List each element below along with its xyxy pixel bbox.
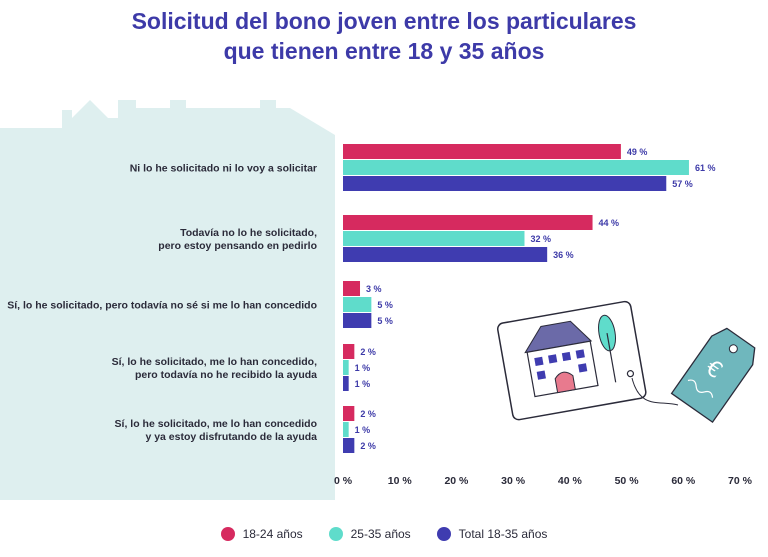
value-label-4-series-2: 1 % [355,363,371,373]
value-label-3-series-1: 3 % [366,284,382,294]
value-label-1-series-1: 49 % [627,147,648,157]
x-tick-label-30: 30 % [501,475,526,487]
legend-swatch [220,527,235,541]
bar-4-series-1 [343,344,355,359]
value-labels: 49 % 61 %57 % 44 % 32 %36 % 3 % 5 % 5 % 2 % 1 % 1… [355,147,716,451]
value-label-5-series-1: 2 % [360,409,376,419]
bar-4-series-2 [343,360,349,375]
bar-5-series-1 [343,406,355,421]
bar-1-series-1 [343,144,621,159]
legend-label: Total 18-35 años [458,527,548,541]
category-label-4-line-2: pero todavía no he recibido la ayuda [135,369,317,381]
legend-label: 25-35 años [350,527,411,541]
x-tick-label-50: 50 % [615,475,640,487]
category-label-5-line-2: y ya estoy disfrutando de la ayuda [145,431,317,443]
legend: 18-24 años 25-35 años Total 18-35 años [0,527,768,541]
value-label-3-series-3: 5 % [377,316,393,326]
value-label-5-series-2: 1 % [355,425,371,435]
bar-3-series-3 [343,313,372,328]
legend-item-total: Total 18-35 años [436,527,548,541]
bar-2-series-3 [343,247,548,262]
bar-3-series-1 [343,281,361,296]
x-tick-label-40: 40 % [558,475,583,487]
legend-item-18-24: 18-24 años [220,527,303,541]
bar-5-series-2 [343,422,349,437]
house-price-tag-euro-icon: € [496,300,756,424]
value-label-3-series-2: 5 % [377,300,393,310]
bar-4-series-3 [343,376,349,391]
value-label-4-series-1: 2 % [360,347,376,357]
category-labels: Ni lo he solicitado ni lo voy a solicita… [7,163,317,444]
x-axis-ticks: 0 % 10 % 20 % 30 % 40 % 50 % 60 % 70 % [334,475,753,487]
x-tick-label-70: 70 % [728,475,753,487]
chart-title-line-1: Solicitud del bono joven entre los parti… [131,8,637,34]
category-label-1-line-1: Ni lo he solicitado ni lo voy a solicita… [130,163,317,175]
value-label-2-series-1: 44 % [599,218,620,228]
category-label-5-line-1: Sí, lo he solicitado, me lo han concedid… [115,418,317,430]
bar-1-series-2 [343,160,689,175]
category-label-2-line-2: pero estoy pensando en pedirlo [158,240,317,252]
house-silhouette-background [0,100,335,500]
x-tick-label-60: 60 % [671,475,696,487]
x-tick-label-10: 10 % [388,475,413,487]
value-label-2-series-2: 32 % [530,234,551,244]
bar-1-series-3 [343,176,667,191]
value-label-2-series-3: 36 % [553,250,574,260]
bar-2-series-1 [343,215,593,230]
legend-label: 18-24 años [242,527,303,541]
chart-title: Solicitud del bono joven entre los parti… [0,6,768,66]
bar-chart: Ni lo he solicitado ni lo voy a solicita… [0,100,756,500]
legend-swatch [436,527,451,541]
x-tick-label-0: 0 % [334,475,353,487]
value-label-4-series-3: 1 % [355,379,371,389]
bar-5-series-3 [343,438,355,453]
category-label-2-line-1: Todavía no lo he solicitado, [180,227,317,239]
legend-swatch [328,527,343,541]
category-label-4-line-1: Sí, lo he solicitado, me lo han concedid… [112,356,317,368]
legend-item-25-35: 25-35 años [328,527,411,541]
value-label-5-series-3: 2 % [360,441,376,451]
bar-3-series-2 [343,297,372,312]
chart-title-line-2: que tienen entre 18 y 35 años [223,38,545,64]
value-label-1-series-2: 61 % [695,163,716,173]
x-tick-label-20: 20 % [444,475,469,487]
value-label-1-series-3: 57 % [672,179,693,189]
bar-2-series-2 [343,231,525,246]
category-label-3-line-1: Sí, lo he solicitado, pero todavía no sé… [7,300,317,312]
bars-group [343,144,689,453]
